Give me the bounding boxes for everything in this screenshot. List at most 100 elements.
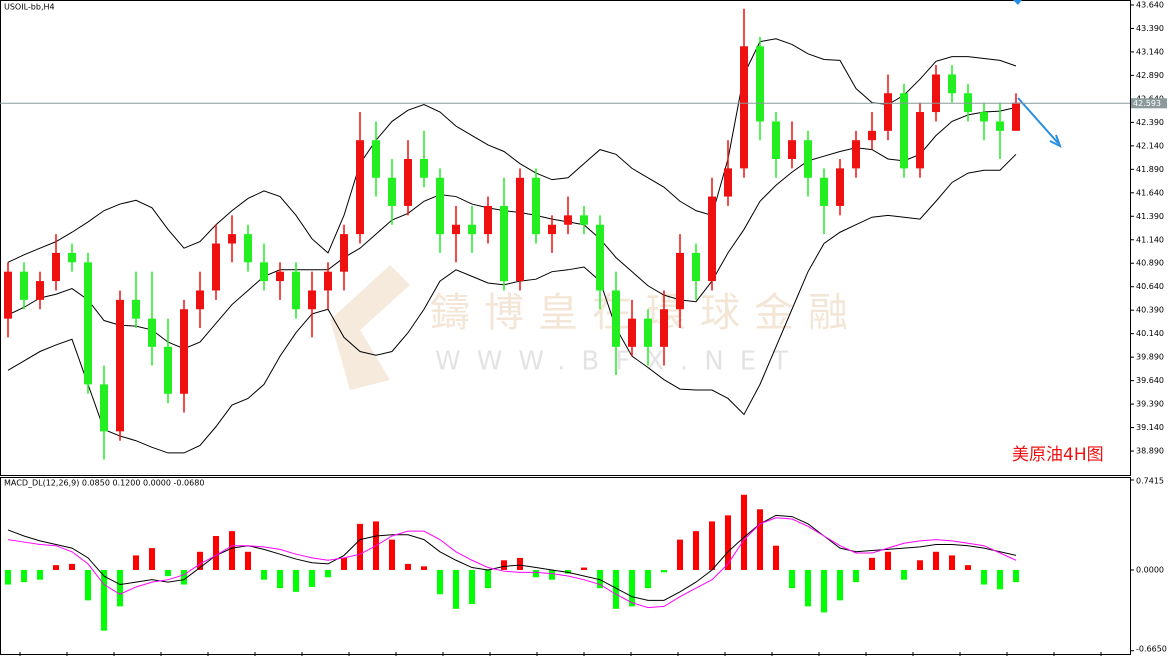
candle-body bbox=[948, 74, 956, 94]
current-price-box bbox=[1131, 98, 1167, 109]
macd-bar bbox=[213, 535, 219, 570]
candle-body bbox=[196, 290, 204, 310]
watermark-text: 鑄博皇在環球金融 bbox=[430, 290, 862, 336]
y-tick-label: 41.640 bbox=[1136, 188, 1164, 197]
candle-body bbox=[660, 309, 668, 347]
macd-bar bbox=[981, 569, 987, 585]
candle-body bbox=[292, 271, 300, 310]
y-tick-label: 0.7415 bbox=[1136, 477, 1164, 486]
macd-bar bbox=[501, 560, 507, 570]
macd-bar bbox=[245, 551, 251, 570]
candle-body bbox=[772, 121, 780, 159]
macd-bar bbox=[901, 569, 907, 580]
macd-bar bbox=[341, 557, 347, 570]
candle-body bbox=[788, 140, 796, 159]
y-tick-label: 39.140 bbox=[1136, 423, 1164, 432]
y-tick-label: 42.390 bbox=[1136, 118, 1164, 127]
current-price-label: 42.593 bbox=[1133, 99, 1161, 108]
candle-body bbox=[4, 271, 12, 319]
candle-body bbox=[436, 177, 444, 235]
macd-bar bbox=[581, 567, 587, 570]
macd-bar bbox=[389, 539, 395, 570]
y-tick-label: 40.140 bbox=[1136, 329, 1164, 338]
macd-bar bbox=[565, 569, 571, 574]
candle-body bbox=[148, 318, 156, 347]
macd-bar bbox=[69, 563, 75, 570]
y-tick-label: 39.640 bbox=[1136, 376, 1164, 385]
candle-body bbox=[932, 74, 940, 113]
watermark-url: WWW.BFX.NET bbox=[435, 347, 804, 377]
candle-body bbox=[484, 205, 492, 235]
candle-body bbox=[212, 243, 220, 291]
y-tick-label: 42.140 bbox=[1136, 141, 1164, 150]
bollinger-lower bbox=[7, 153, 1017, 454]
macd-bar bbox=[437, 569, 443, 595]
candle-body bbox=[980, 112, 988, 122]
macd-bar bbox=[597, 569, 603, 589]
candle-body bbox=[740, 46, 748, 169]
candle-body bbox=[804, 140, 812, 178]
candle-body bbox=[340, 234, 348, 272]
candle-body bbox=[500, 205, 508, 282]
price-panel bbox=[0, 0, 1131, 476]
macd-bar bbox=[821, 569, 827, 613]
candle-body bbox=[756, 46, 764, 122]
macd-bar bbox=[773, 545, 779, 570]
candle-body bbox=[180, 309, 188, 394]
macd-bar bbox=[693, 531, 699, 570]
candle-body bbox=[116, 299, 124, 432]
macd-bar bbox=[85, 569, 91, 601]
macd-bar bbox=[645, 569, 651, 589]
candle-body bbox=[580, 215, 588, 225]
y-tick-label: 41.890 bbox=[1136, 165, 1164, 174]
candle-body bbox=[628, 318, 636, 347]
macd-bar bbox=[629, 569, 635, 607]
macd-bar bbox=[421, 566, 427, 570]
signal-line bbox=[7, 517, 1017, 609]
candle-body bbox=[276, 271, 284, 282]
candle-body bbox=[964, 93, 972, 113]
candle-body bbox=[868, 130, 876, 141]
candle-body bbox=[692, 252, 700, 282]
macd-bar bbox=[117, 569, 123, 607]
bollinger-middle bbox=[7, 106, 1017, 350]
candle-body bbox=[68, 252, 76, 263]
y-tick-label: 38.890 bbox=[1136, 447, 1164, 456]
macd-bar bbox=[357, 523, 363, 570]
candle-body bbox=[852, 140, 860, 169]
macd-bar bbox=[309, 569, 315, 587]
y-tick-label: 42.890 bbox=[1136, 71, 1164, 80]
candle-body bbox=[1012, 102, 1020, 131]
macd-bar bbox=[725, 515, 731, 570]
macd-bar bbox=[181, 569, 187, 585]
candle-body bbox=[164, 346, 172, 394]
candle-body bbox=[20, 271, 28, 300]
trend-arrow bbox=[1017, 97, 1062, 149]
y-tick-label: 39.890 bbox=[1136, 353, 1164, 362]
macd-bar bbox=[757, 509, 763, 570]
y-tick-label: 43.390 bbox=[1136, 24, 1164, 33]
y-tick-label: 43.640 bbox=[1136, 0, 1164, 9]
macd-bar bbox=[805, 569, 811, 607]
candle-body bbox=[388, 177, 396, 206]
macd-bar bbox=[325, 569, 331, 578]
candle-body bbox=[404, 158, 412, 206]
macd-bar bbox=[5, 569, 11, 585]
y-tick-label: 40.640 bbox=[1136, 282, 1164, 291]
y-tick-label: 43.140 bbox=[1136, 47, 1164, 56]
candle-body bbox=[548, 224, 556, 235]
candle-body bbox=[36, 281, 44, 300]
macd-bar bbox=[869, 557, 875, 570]
macd-title: MACD_DL(12,26,9) 0.0850 0.1200 0.0000 -0… bbox=[4, 479, 204, 488]
y-tick-label: 0.0000 bbox=[1136, 565, 1164, 574]
candle-body bbox=[420, 158, 428, 178]
candle-body bbox=[516, 177, 524, 282]
macd-bar bbox=[549, 569, 555, 580]
macd-bar bbox=[469, 569, 475, 604]
candle-body bbox=[900, 93, 908, 169]
y-tick-label: -0.6650 bbox=[1136, 645, 1167, 654]
macd-panel bbox=[0, 477, 1131, 655]
candle-body bbox=[132, 299, 140, 319]
macd-line bbox=[7, 514, 1017, 601]
macd-bar bbox=[789, 569, 795, 589]
